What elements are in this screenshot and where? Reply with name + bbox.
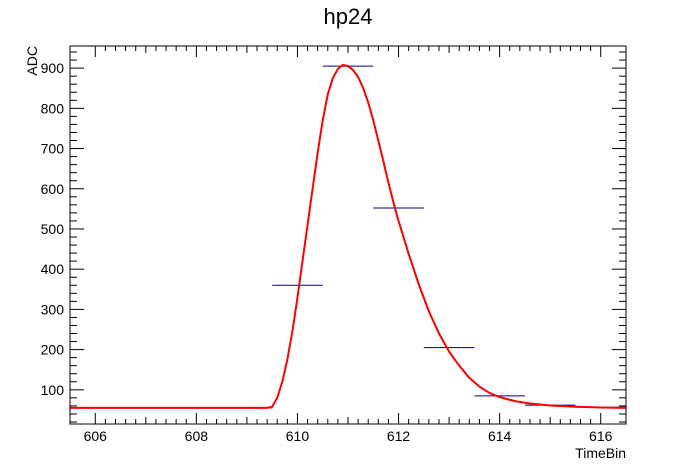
y-tick-label: 900 xyxy=(41,60,65,76)
x-axis-ticks: 606 608 610 612 614 616 xyxy=(84,46,613,444)
x-tick-label: 610 xyxy=(286,428,310,444)
chart-title: hp24 xyxy=(324,4,373,29)
y-tick-label: 800 xyxy=(41,100,65,116)
x-tick-label: 612 xyxy=(387,428,411,444)
x-tick-label: 614 xyxy=(488,428,512,444)
y-tick-label: 600 xyxy=(41,181,65,197)
y-axis-ticks: 100 200 300 400 500 600 700 800 900 xyxy=(41,51,626,423)
histogram-bins xyxy=(70,65,626,409)
plot-frame xyxy=(69,45,627,425)
fit-line xyxy=(70,63,627,409)
y-axis-label: ADC xyxy=(24,46,40,76)
x-tick-label: 608 xyxy=(185,428,209,444)
x-tick-label: 606 xyxy=(84,428,108,444)
y-tick-label: 700 xyxy=(41,141,65,157)
x-axis-label: TimeBin xyxy=(575,445,626,461)
y-tick-label: 300 xyxy=(41,301,65,317)
fit-curve xyxy=(70,63,627,409)
x-tick-label: 616 xyxy=(589,428,613,444)
y-tick-label: 500 xyxy=(41,221,65,237)
y-tick-label: 400 xyxy=(41,261,65,277)
y-tick-label: 200 xyxy=(41,342,65,358)
y-tick-label: 100 xyxy=(41,382,65,398)
